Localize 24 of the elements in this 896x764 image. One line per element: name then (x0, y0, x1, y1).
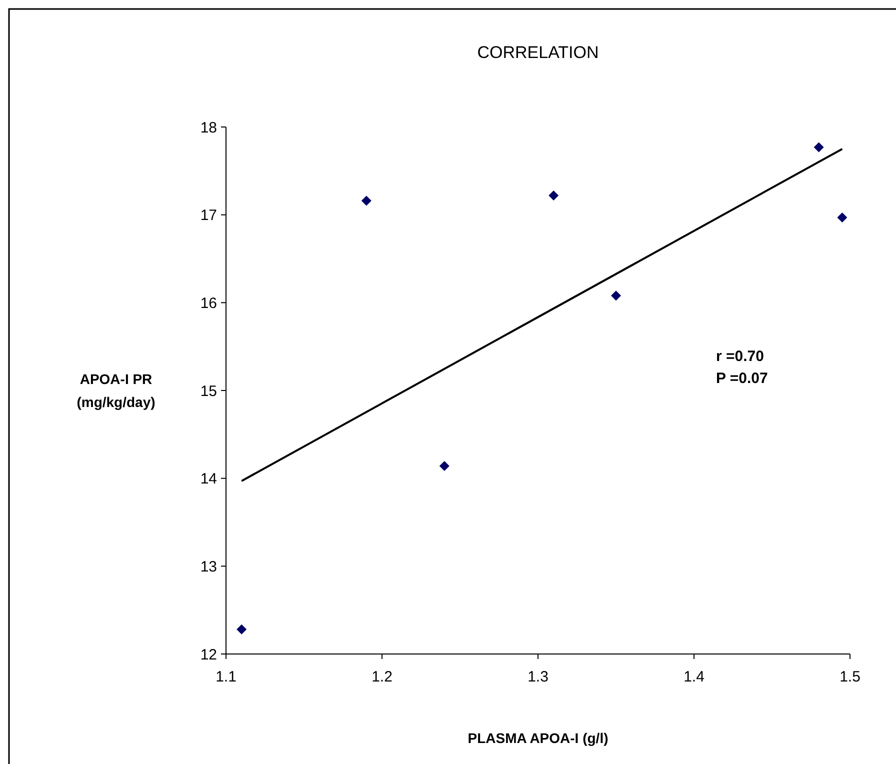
point (361, 196, 372, 206)
point (611, 290, 621, 301)
y-tick-label: 16 (200, 294, 217, 312)
x-tick-label: 1.1 (216, 668, 236, 686)
point (837, 212, 848, 222)
x-tick-label: 1.4 (684, 668, 704, 686)
x-axis-title: PLASMA APOA-I (g/l) (468, 730, 608, 746)
y-axis-title: APOA-I PR (mg/kg/day) (76, 371, 156, 410)
point (236, 624, 247, 634)
y-tick-label: 15 (200, 382, 217, 400)
y-tick-label: 13 (200, 558, 217, 576)
x-tick-label: 1.2 (372, 668, 392, 686)
y-tick-label: 14 (200, 470, 217, 488)
chart-title: CORRELATION (477, 43, 599, 62)
point (548, 190, 559, 201)
point (439, 461, 450, 472)
point (814, 142, 824, 152)
y-tick-label: 18 (200, 119, 217, 136)
annotation: r =0.70 (716, 348, 764, 365)
x-tick-label: 1.3 (528, 668, 548, 686)
x-tick-label: 1.5 (840, 668, 860, 686)
y-tick-label: 12 (200, 646, 217, 664)
y-tick-label: 17 (200, 207, 217, 224)
annotation: P =0.07 (716, 370, 768, 387)
